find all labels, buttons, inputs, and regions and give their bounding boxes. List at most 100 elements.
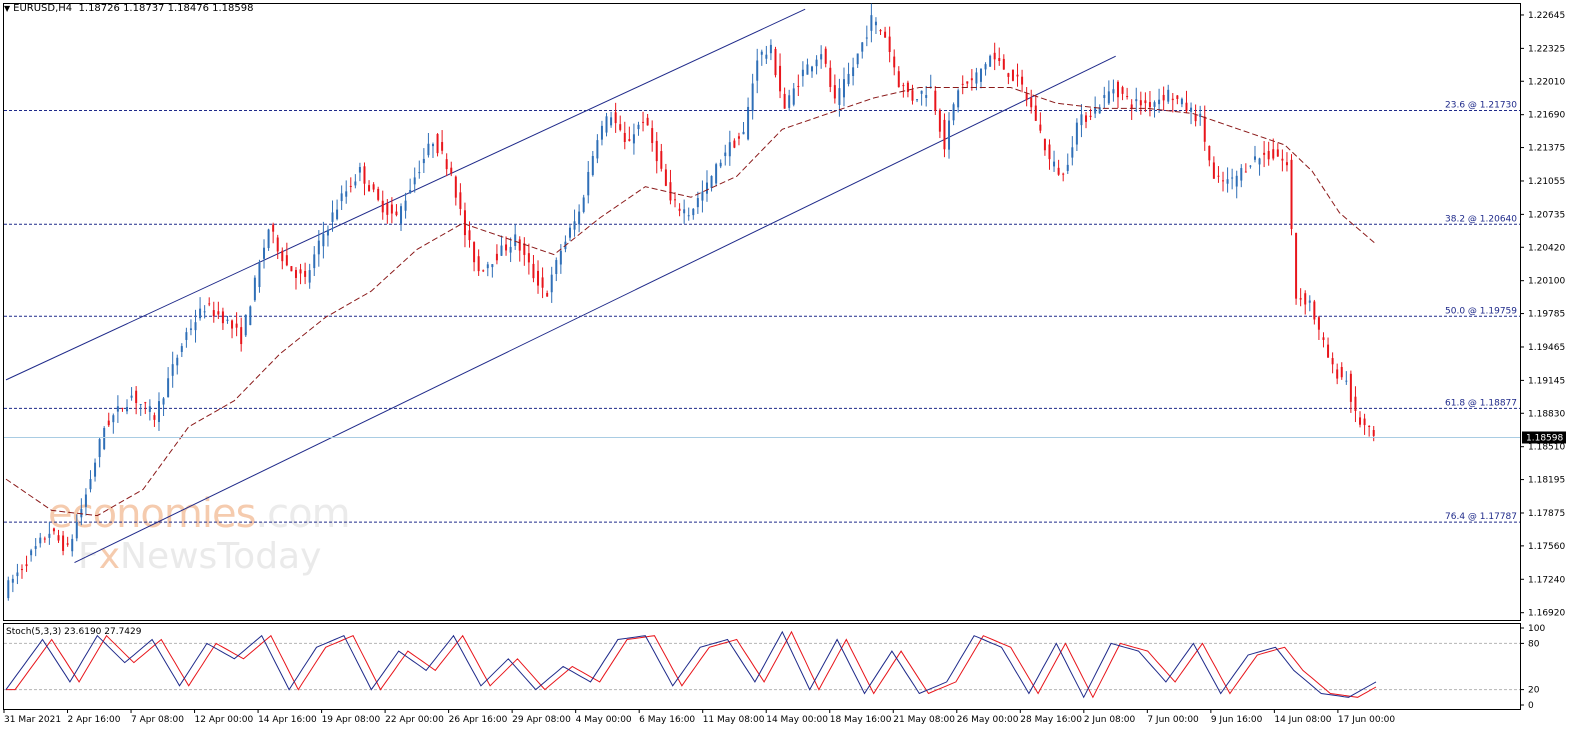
stoch-tick-label-2: 20 (1528, 686, 1540, 696)
candle (902, 82, 905, 98)
candle (395, 204, 398, 217)
x-tick-label-7: 26 Apr 16:00 (449, 715, 508, 725)
candle (1317, 315, 1320, 340)
candle (290, 266, 293, 272)
x-tick-label-8: 29 Apr 08:00 (512, 715, 571, 725)
y-tick-label-9: 1.19785 (1528, 310, 1565, 320)
candle (710, 175, 713, 192)
candle (833, 74, 836, 104)
candle (792, 82, 795, 107)
candle-body (568, 227, 571, 238)
price-axis: 1.22645 1.22325 1.22010 1.21690 1.21375 1.210… (1520, 11, 1566, 619)
candle-body (1144, 100, 1147, 104)
candle (1345, 371, 1348, 385)
candle (304, 262, 307, 285)
candle-body (664, 169, 667, 186)
candle-body (792, 88, 795, 105)
candle-body (354, 181, 357, 186)
candle-body (829, 67, 832, 87)
candle (84, 488, 87, 516)
x-tick-label-1: 2 Apr 16:00 (68, 715, 121, 725)
candle (1304, 290, 1307, 315)
candle (281, 247, 284, 270)
candle-body (696, 198, 699, 208)
candle (495, 244, 498, 265)
candle (1331, 352, 1334, 374)
candle-body (911, 90, 914, 101)
x-tick-label-13: 18 May 16:00 (830, 715, 892, 725)
x-tick-label-0: 31 Mar 2021 (4, 715, 61, 725)
candle (774, 46, 777, 78)
candle (139, 403, 142, 416)
candle-body (231, 320, 234, 329)
candle-body (1317, 317, 1320, 330)
candle-body (1203, 116, 1206, 142)
candle (1075, 118, 1078, 152)
candle-body (920, 90, 923, 94)
candle (518, 236, 521, 262)
candle (765, 45, 768, 65)
candle-body (1148, 102, 1151, 108)
candle (1158, 88, 1161, 113)
candle-body (1066, 164, 1069, 171)
candle-body (683, 209, 686, 214)
fib-label-0: 23.6 @ 1.21730 (1445, 100, 1517, 110)
candle-body (1139, 100, 1142, 106)
candle (1144, 92, 1147, 112)
candle (619, 115, 622, 132)
candle (1258, 157, 1261, 176)
candle-body (1285, 162, 1288, 166)
candle (838, 78, 841, 117)
candle (1276, 143, 1279, 157)
candle (349, 177, 352, 193)
candle (1048, 139, 1051, 170)
candle-body (550, 274, 553, 293)
candle (112, 413, 115, 434)
candle-body (669, 182, 672, 201)
candle-body (779, 65, 782, 92)
candle (1126, 87, 1129, 100)
candle-body (833, 85, 836, 99)
candle (975, 67, 978, 91)
candle (75, 514, 78, 542)
candle (441, 130, 444, 155)
candle (285, 242, 288, 267)
x-tick-label-16: 28 May 16:00 (1020, 715, 1082, 725)
candle (1272, 138, 1275, 161)
candle (226, 316, 229, 324)
candle (1025, 87, 1028, 107)
candle (829, 60, 832, 93)
candle-body (856, 53, 859, 65)
svg-text:economies.com: economies.com (48, 491, 350, 537)
candle-body (756, 60, 759, 81)
current-price-badge (1522, 431, 1566, 444)
candle-body (906, 82, 909, 93)
candle (98, 437, 101, 468)
x-tick-label-12: 14 May 00:00 (766, 715, 828, 725)
candle-body (1258, 158, 1261, 165)
candle (546, 290, 549, 297)
candle (1222, 171, 1225, 192)
candle (500, 235, 503, 256)
candle-body (582, 197, 585, 212)
watermark: economies.com FxNewsToday (48, 491, 351, 577)
stoch-tick-label-1: 80 (1528, 639, 1540, 649)
candle-body (801, 69, 804, 77)
candle (390, 197, 393, 224)
candle-body (619, 124, 622, 130)
y-tick-label-11: 1.19145 (1528, 376, 1565, 386)
candle-body (276, 237, 279, 252)
candle-body (505, 244, 508, 251)
candle (1034, 94, 1037, 122)
candle-body (285, 255, 288, 266)
stoch-tick-label-3: 0 (1528, 701, 1534, 711)
candle-body (30, 550, 33, 556)
candle-body (130, 395, 133, 398)
candle (541, 267, 544, 299)
candle (1267, 141, 1270, 166)
candle (336, 199, 339, 221)
collapse-triangle-icon[interactable]: ▼ (4, 4, 11, 13)
candle-body (902, 85, 905, 87)
y-tick-label-7: 1.20420 (1528, 243, 1565, 253)
